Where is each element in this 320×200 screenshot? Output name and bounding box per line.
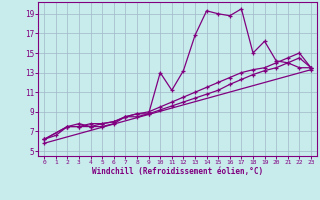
X-axis label: Windchill (Refroidissement éolien,°C): Windchill (Refroidissement éolien,°C) <box>92 167 263 176</box>
